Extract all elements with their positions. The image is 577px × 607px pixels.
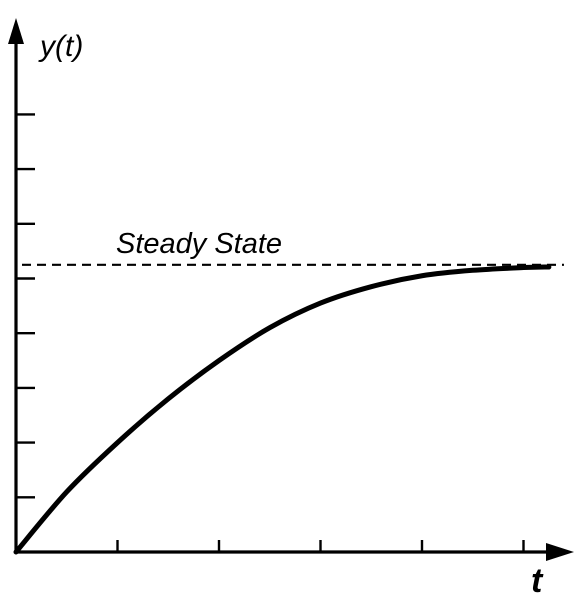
y-axis-label: y(t)	[38, 30, 83, 63]
steady-state-label: Steady State	[116, 228, 282, 260]
x-axis-arrow	[546, 543, 574, 561]
y-axis-arrow	[8, 18, 24, 44]
response-curve	[13, 264, 552, 555]
x-axis-label: t	[531, 562, 544, 600]
